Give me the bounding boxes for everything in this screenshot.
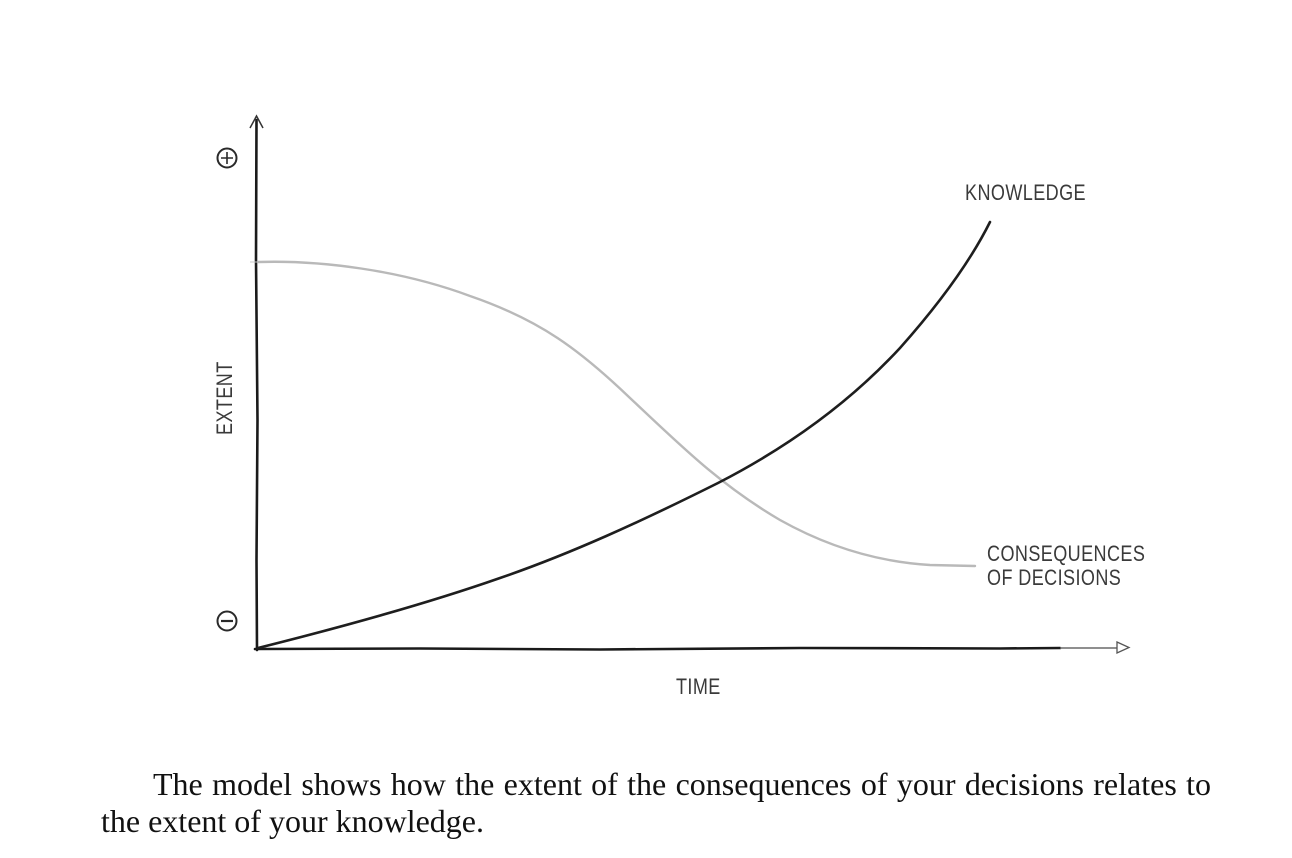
x-axis-arrow-icon [1116,640,1131,655]
chart-figure: KNOWLEDGE CONSEQUENCES OF DECISIONS TIME… [212,114,1145,699]
consequences-curve [256,260,977,568]
chart-canvas [216,114,1131,655]
y-axis-label: EXTENT [212,361,237,435]
y-axis-arrow-icon [249,114,264,129]
x-axis-label: TIME [676,674,721,699]
consequences-label-line2: OF DECISIONS [987,565,1122,590]
y-axis [249,114,300,652]
figure-caption: The model shows how the extent of the co… [101,766,1211,839]
consequences-label-line1: CONSEQUENCES [987,541,1146,566]
knowledge-curve [256,220,992,650]
plus-marker-icon [216,147,238,169]
knowledge-label: KNOWLEDGE [965,180,1086,205]
minus-marker-icon [216,610,238,632]
consequences-label: CONSEQUENCES OF DECISIONS [987,542,1145,590]
x-axis [253,640,1131,655]
